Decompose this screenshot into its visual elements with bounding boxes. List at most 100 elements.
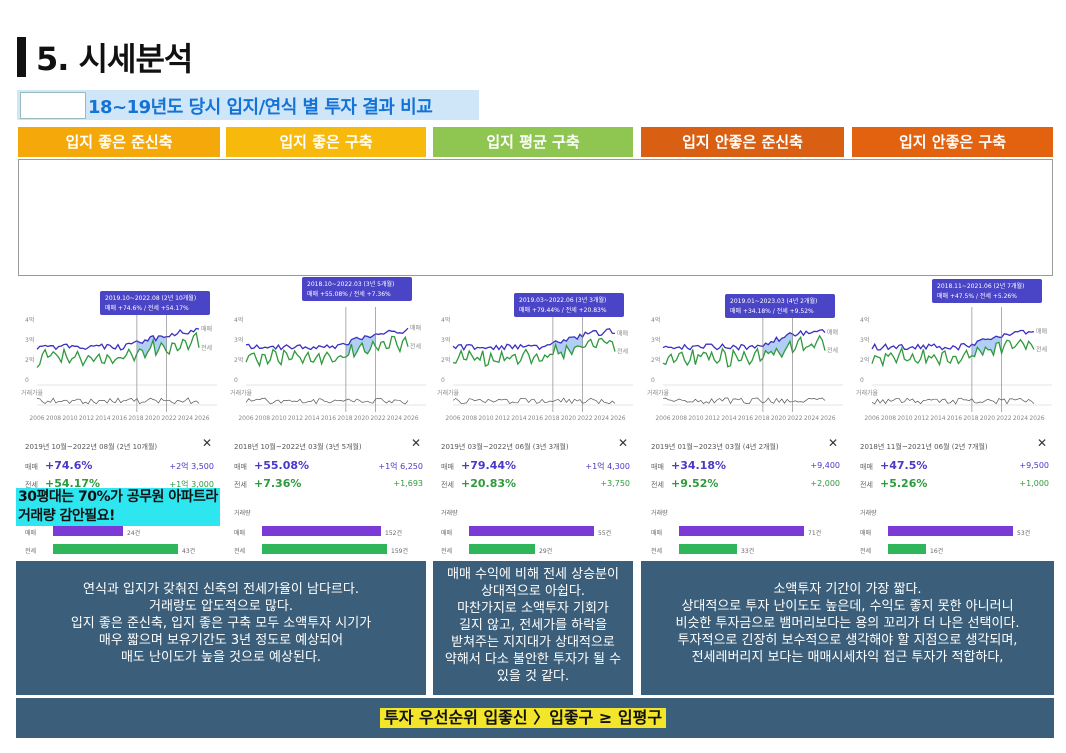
volume-title: 거래량 [860, 510, 877, 517]
card-period: 2018년 11월~2021년 06월 (2년 7개월) [860, 443, 988, 451]
volume-sale-label: 매매 [651, 530, 663, 537]
jeonse-amount: +2,000 [810, 479, 840, 488]
summary-line: 연식과 입지가 갖춰진 신축의 전세가율이 남다르다. [83, 582, 359, 597]
y-tick-label: 3억 [25, 336, 34, 344]
close-icon[interactable]: ✕ [617, 436, 628, 450]
sale-series-line [36, 327, 200, 351]
volume-sale-label: 매매 [441, 530, 453, 537]
y-tick-label: 3억 [651, 336, 660, 344]
jeonse-series-label: 전세 [410, 343, 421, 351]
volume-series-line [452, 397, 616, 405]
period-result-card: 2019년 03월~2022년 06월 (3년 3개월) ✕ 매매 +79.44% +1… [433, 432, 638, 560]
sale-amount: +2억 3,500 [169, 462, 214, 471]
volume-jeonse-label: 전세 [860, 548, 872, 555]
close-icon[interactable]: ✕ [410, 436, 421, 450]
x-tick-label: 2012 [79, 415, 94, 422]
column-header-1: 입지 좋은 준신축 [18, 127, 220, 157]
price-chart-panel-3: 4억 3억 2억 0 매매 전세 거래가율 2006 2008 2010 2012 2014 2016 2… [433, 277, 638, 560]
x-tick-label: 2024 [1013, 415, 1028, 422]
summary-line: 있을 것 같다. [496, 669, 570, 684]
subtitle-highlight [17, 90, 479, 120]
range-tooltip [932, 279, 1042, 303]
volume-jeonse-count: 159건 [391, 548, 408, 555]
x-tick-label: 2024 [594, 415, 609, 422]
sale-amount: +1억 4,300 [585, 462, 630, 471]
x-tick-label: 2022 [161, 415, 176, 422]
summary-line: 매도 난이도가 높을 것으로 예상된다. [120, 650, 322, 665]
tooltip-values: 매매 +34.18% / 전세 +9.52% [730, 307, 814, 315]
volume-sale-count: 53건 [1017, 530, 1031, 537]
close-icon[interactable]: ✕ [827, 436, 838, 450]
x-tick-label: 2022 [787, 415, 802, 422]
price-chart-panel-5: 4억 3억 2억 0 매매 전세 거래가율 2006 2008 2010 2012 2014 2016 2… [852, 277, 1057, 560]
volume-sale-count: 24건 [127, 530, 141, 537]
sale-percent: +34.18% [671, 459, 727, 472]
x-tick-label: 2016 [947, 415, 962, 422]
jeonse-series-line [36, 331, 200, 368]
jeonse-series-line [871, 338, 1035, 368]
x-tick-label: 2006 [29, 415, 44, 422]
tooltip-range: 2018.10~2022.03 (3년 5개월) [307, 280, 394, 288]
x-tick-label: 2018 [963, 415, 978, 422]
summary-line: 매매 수익에 비해 전세 상승분이 [446, 567, 619, 582]
tooltip-range: 2019.03~2022.06 (3년 3개월) [519, 296, 606, 304]
y-tick-label: 3억 [860, 336, 869, 344]
jeonse-percent: +20.83% [461, 477, 517, 490]
range-tooltip [725, 294, 835, 318]
summary-line: 소액투자 기간이 가장 짧다. [773, 582, 922, 597]
y-tick-label: 4억 [25, 316, 34, 324]
x-tick-label: 2014 [930, 415, 945, 422]
y-tick-label: 2억 [441, 356, 450, 364]
volume-jeonse-bar [262, 544, 387, 554]
page-title: 5. 시세분석 [36, 40, 193, 78]
volume-sale-bar [53, 526, 123, 536]
volume-sale-label: 매매 [25, 530, 37, 537]
sale-series-label: 매매 [201, 325, 212, 333]
volume-title: 거래량 [651, 510, 668, 517]
summary-line: 받쳐주는 지지대가 상대적으로 [451, 635, 615, 650]
summary-line: 상대적으로 투자 난이도도 높은데, 수익도 좋지 못한 아니러니 [681, 599, 1014, 614]
y-tick-label: 2억 [651, 356, 660, 364]
volume-sale-label: 매매 [234, 530, 246, 537]
jeonse-series-label: 전세 [201, 344, 212, 352]
x-tick-label: 2014 [304, 415, 319, 422]
close-icon[interactable]: ✕ [201, 436, 212, 450]
jeonse-label: 전세 [234, 481, 247, 489]
x-tick-label: 2012 [288, 415, 303, 422]
x-tick-label: 2018 [128, 415, 143, 422]
x-tick-label: 2026 [610, 415, 625, 422]
x-tick-label: 2020 [354, 415, 369, 422]
volume-sale-label: 매매 [860, 530, 872, 537]
jeonse-series-label: 전세 [1036, 345, 1047, 353]
volume-jeonse-bar [888, 544, 926, 554]
column-header-3: 입지 평균 구축 [433, 127, 633, 157]
x-tick-label: 2024 [387, 415, 402, 422]
summary-box-average-location: 매매 수익에 비해 전세 상승분이 상대적으로 아쉽다. 마찬가지로 소액투자 기회… [433, 561, 633, 695]
volume-title: 거래량 [234, 510, 251, 517]
summary-line: 거래량도 압도적으로 많다. [149, 599, 293, 614]
volume-sale-bar [888, 526, 1013, 536]
volume-series-line [871, 397, 1035, 405]
sale-percent: +74.6% [45, 459, 93, 472]
y-tick-label: 3억 [234, 336, 243, 344]
volume-jeonse-count: 29건 [539, 548, 553, 555]
summary-line: 전세레버리지 보다는 매매시세차익 접근 투자가 적합하다, [691, 650, 1004, 665]
close-icon[interactable]: ✕ [1036, 436, 1047, 450]
jeonse-series-line [662, 334, 826, 368]
y-tick-label: 2억 [25, 356, 34, 364]
x-tick-label: 2016 [738, 415, 753, 422]
summary-box-good-location: 연식과 입지가 갖춰진 신축의 전세가율이 남다르다. 거래량도 압도적으로 많다… [16, 561, 426, 695]
x-tick-label: 2020 [561, 415, 576, 422]
subtitle-blank-box [20, 92, 86, 119]
x-tick-label: 2026 [820, 415, 835, 422]
highlight-note: 30평대는 70%가 공무원 아파트라 거래량 감안필요! [16, 488, 220, 526]
summary-box-poor-location: 소액투자 기간이 가장 짧다. 상대적으로 투자 난이도도 높은데, 수익도 좋지… [641, 561, 1054, 695]
x-tick-label: 2022 [370, 415, 385, 422]
summary-line: 투자적으로 긴장히 보수적으로 생각해야 할 지점으로 생각되며, [677, 633, 1018, 648]
volume-sale-bar [262, 526, 381, 536]
tooltip-range: 2018.11~2021.06 (2년 7개월) [937, 282, 1024, 290]
